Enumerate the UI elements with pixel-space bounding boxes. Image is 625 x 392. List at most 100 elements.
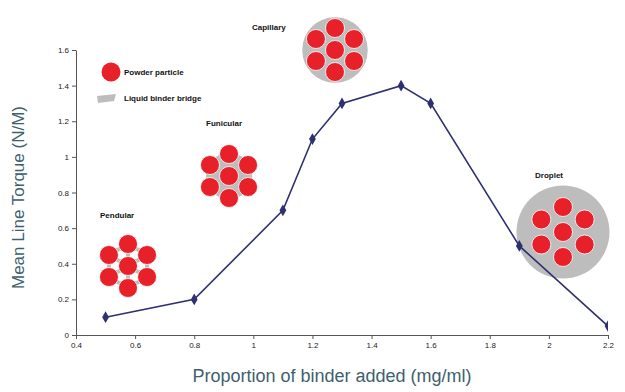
y-tick: 0.6 xyxy=(58,224,76,233)
powder-particle xyxy=(575,210,594,229)
x-tick: 2.2 xyxy=(603,335,615,350)
x-tick-label: 2 xyxy=(547,341,552,350)
stage-label: Pendular xyxy=(100,211,134,220)
powder-particle xyxy=(554,198,573,217)
x-tick-mark xyxy=(431,335,432,339)
powder-particle xyxy=(138,246,157,265)
y-tick: 1 xyxy=(65,153,76,162)
x-axis-line xyxy=(77,335,609,336)
x-tick: 1.6 xyxy=(426,335,438,350)
binder-fill xyxy=(302,17,369,84)
y-tick-label: 0.8 xyxy=(58,189,70,198)
y-tick-mark xyxy=(72,335,76,336)
x-tick-mark xyxy=(372,335,373,339)
x-tick: 0.4 xyxy=(71,335,83,350)
y-tick: 0.8 xyxy=(58,189,76,198)
y-tick-mark xyxy=(72,50,76,51)
data-point xyxy=(191,293,198,305)
powder-particle xyxy=(220,167,239,186)
stage-icon xyxy=(200,145,257,208)
y-tick-label: 1.4 xyxy=(58,82,70,91)
y-tick-mark xyxy=(72,193,76,194)
powder-particle xyxy=(345,52,364,71)
y-tick-label: 1.6 xyxy=(58,46,70,55)
powder-particle xyxy=(326,19,345,38)
powder-particle xyxy=(326,63,345,82)
data-point xyxy=(339,98,346,110)
powder-particle xyxy=(306,30,325,49)
chart: 0.4 0.6 0.8 1 1.2 1.4 1.6 1.8 2 2.2 0 0.2 0.4 0.6 0.8 1… xyxy=(0,0,625,392)
powder-particle xyxy=(119,235,138,254)
y-axis: 0 0.2 0.4 0.6 0.8 1 1.2 1.4 1.6 xyxy=(58,46,77,340)
y-tick-mark xyxy=(72,86,76,87)
stage-icon xyxy=(302,17,369,84)
x-tick-label: 1 xyxy=(252,341,257,350)
y-axis-line xyxy=(76,51,77,336)
data-point xyxy=(102,311,109,323)
data-point xyxy=(309,133,316,145)
key: Powder particleLiquid binder bridge xyxy=(97,63,202,104)
y-tick: 0.4 xyxy=(58,260,76,269)
data-point xyxy=(279,204,286,216)
y-tick-label: 1 xyxy=(65,153,70,162)
powder-particle xyxy=(326,41,345,60)
stage-icon xyxy=(99,235,156,298)
powder-particle xyxy=(575,235,594,254)
stage-label: Capillary xyxy=(252,23,286,32)
y-tick-mark xyxy=(72,157,76,158)
powder-particle xyxy=(345,30,364,49)
stage-illustrations xyxy=(99,17,609,298)
y-tick-mark xyxy=(72,299,76,300)
powder-particle xyxy=(138,268,157,287)
y-axis-title: Mean Line Torque (N/M) xyxy=(9,106,28,289)
x-tick: 1 xyxy=(252,335,257,350)
stage-label: Droplet xyxy=(535,171,563,180)
x-axis-title: Proportion of binder added (mg/ml) xyxy=(192,366,471,386)
x-tick-label: 1.8 xyxy=(485,341,497,350)
x-tick-mark xyxy=(608,335,609,339)
data-point xyxy=(427,98,434,110)
x-tick-label: 1.4 xyxy=(366,341,378,350)
key-bridge-swatch xyxy=(97,94,116,103)
y-tick-label: 1.2 xyxy=(58,117,70,126)
powder-particle xyxy=(200,156,219,175)
x-tick: 0.8 xyxy=(189,335,201,350)
x-tick: 2 xyxy=(547,335,552,350)
y-tick: 1.6 xyxy=(58,46,76,55)
x-tick-mark xyxy=(76,335,77,339)
x-tick-label: 0.6 xyxy=(130,341,142,350)
x-tick-label: 1.2 xyxy=(307,341,319,350)
data-point xyxy=(516,240,523,252)
binder-droplet xyxy=(517,186,610,279)
y-tick: 1.2 xyxy=(58,117,76,126)
powder-particle xyxy=(532,210,551,229)
y-tick-mark xyxy=(72,121,76,122)
x-tick-mark xyxy=(490,335,491,339)
stage-icon xyxy=(517,186,610,279)
data-point xyxy=(605,320,608,332)
x-axis: 0.4 0.6 0.8 1 1.2 1.4 1.6 1.8 2 2.2 xyxy=(71,335,615,350)
data-line xyxy=(106,86,608,326)
stage-label: Funicular xyxy=(206,119,242,128)
x-tick: 1.8 xyxy=(485,335,497,350)
powder-particle xyxy=(119,257,138,276)
y-tick: 1.4 xyxy=(58,82,76,91)
y-tick: 0.2 xyxy=(58,295,76,304)
powder-particle xyxy=(306,52,325,71)
y-tick-label: 0 xyxy=(65,331,70,340)
powder-particle xyxy=(220,145,239,164)
x-tick-mark xyxy=(549,335,550,339)
y-tick-mark xyxy=(72,228,76,229)
powder-particle xyxy=(239,156,258,175)
powder-particle xyxy=(200,178,219,197)
key-particle-swatch xyxy=(102,63,121,82)
data-point xyxy=(398,80,405,92)
powder-particle xyxy=(532,235,551,254)
x-tick-label: 0.8 xyxy=(189,341,201,350)
powder-particle xyxy=(554,223,573,242)
x-tick: 1.2 xyxy=(307,335,319,350)
y-tick-label: 0.2 xyxy=(58,295,70,304)
y-tick-label: 0.4 xyxy=(58,260,70,269)
x-tick-label: 1.6 xyxy=(426,341,438,350)
powder-particle xyxy=(99,246,118,265)
